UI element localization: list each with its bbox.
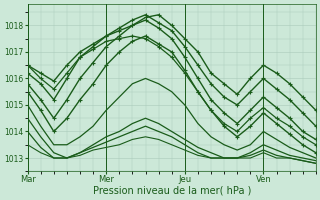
X-axis label: Pression niveau de la mer( hPa ): Pression niveau de la mer( hPa ): [92, 186, 251, 196]
